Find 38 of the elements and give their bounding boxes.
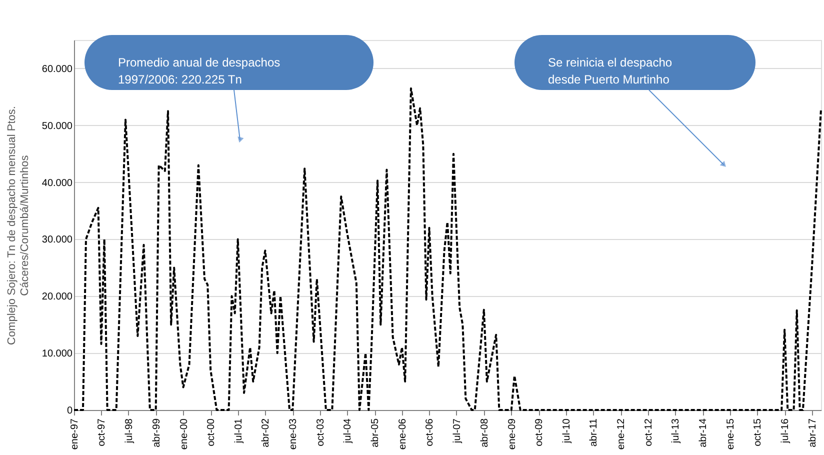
y-tick-label: 10.000 <box>42 348 73 360</box>
x-tick-label: ene-06 <box>397 418 408 450</box>
x-tick-label: jul-98 <box>124 418 135 444</box>
x-tick-label: jul-07 <box>452 418 463 444</box>
x-tick-label: ene-03 <box>288 418 300 450</box>
x-tick-label: oct-06 <box>424 418 436 446</box>
x-tick-label: ene-15 <box>725 418 736 450</box>
x-tick-label: abr-17 <box>807 418 818 448</box>
x-tick-label: jul-04 <box>342 418 354 444</box>
annotation: Promedio anual de despachos 1997/2006: 220.225 Tn <box>118 56 280 86</box>
x-tick-label: abr-99 <box>151 418 162 448</box>
x-tick-label: ene-09 <box>506 418 518 450</box>
x-tick-label: ene-00 <box>178 418 190 450</box>
x-tick-label: oct-15 <box>752 418 764 446</box>
y-tick-label: 30.000 <box>42 234 73 246</box>
x-tick-label: abr-14 <box>698 418 710 448</box>
y-tick-label: 0 <box>66 406 73 416</box>
x-tick-label: oct-09 <box>534 418 546 446</box>
annotation: Se reinicia el despacho desde Puerto Murtinho <box>548 56 672 86</box>
x-tick-label: jul-13 <box>670 418 682 444</box>
x-tick-label: abr-02 <box>260 418 272 448</box>
y-tick-label: 60.000 <box>42 64 73 75</box>
y-axis-title: Complejo Sojero: Tn de despacho mensual Ptos. Cáceres/Corumbá/Murtinhos <box>6 106 31 345</box>
x-tick-label: oct-00 <box>206 418 218 446</box>
x-tick-label: abr-08 <box>479 418 490 448</box>
y-tick-label: 50.000 <box>42 120 73 132</box>
x-tick-label: jul-10 <box>561 418 572 444</box>
x-tick-label: ene-12 <box>616 418 628 450</box>
x-tick-label: jul-01 <box>233 418 244 444</box>
y-tick-label: 20.000 <box>42 292 73 303</box>
y-tick-label: 40.000 <box>42 178 73 189</box>
x-tick-label: abr-11 <box>588 418 600 447</box>
x-tick-label: oct-12 <box>643 418 654 446</box>
x-tick-label: oct-03 <box>315 418 326 446</box>
x-tick-label: jul-16 <box>780 418 792 444</box>
x-tick-label: ene-97 <box>70 418 80 450</box>
x-tick-label: abr-05 <box>370 418 382 448</box>
x-tick-label: oct-97 <box>96 418 108 446</box>
